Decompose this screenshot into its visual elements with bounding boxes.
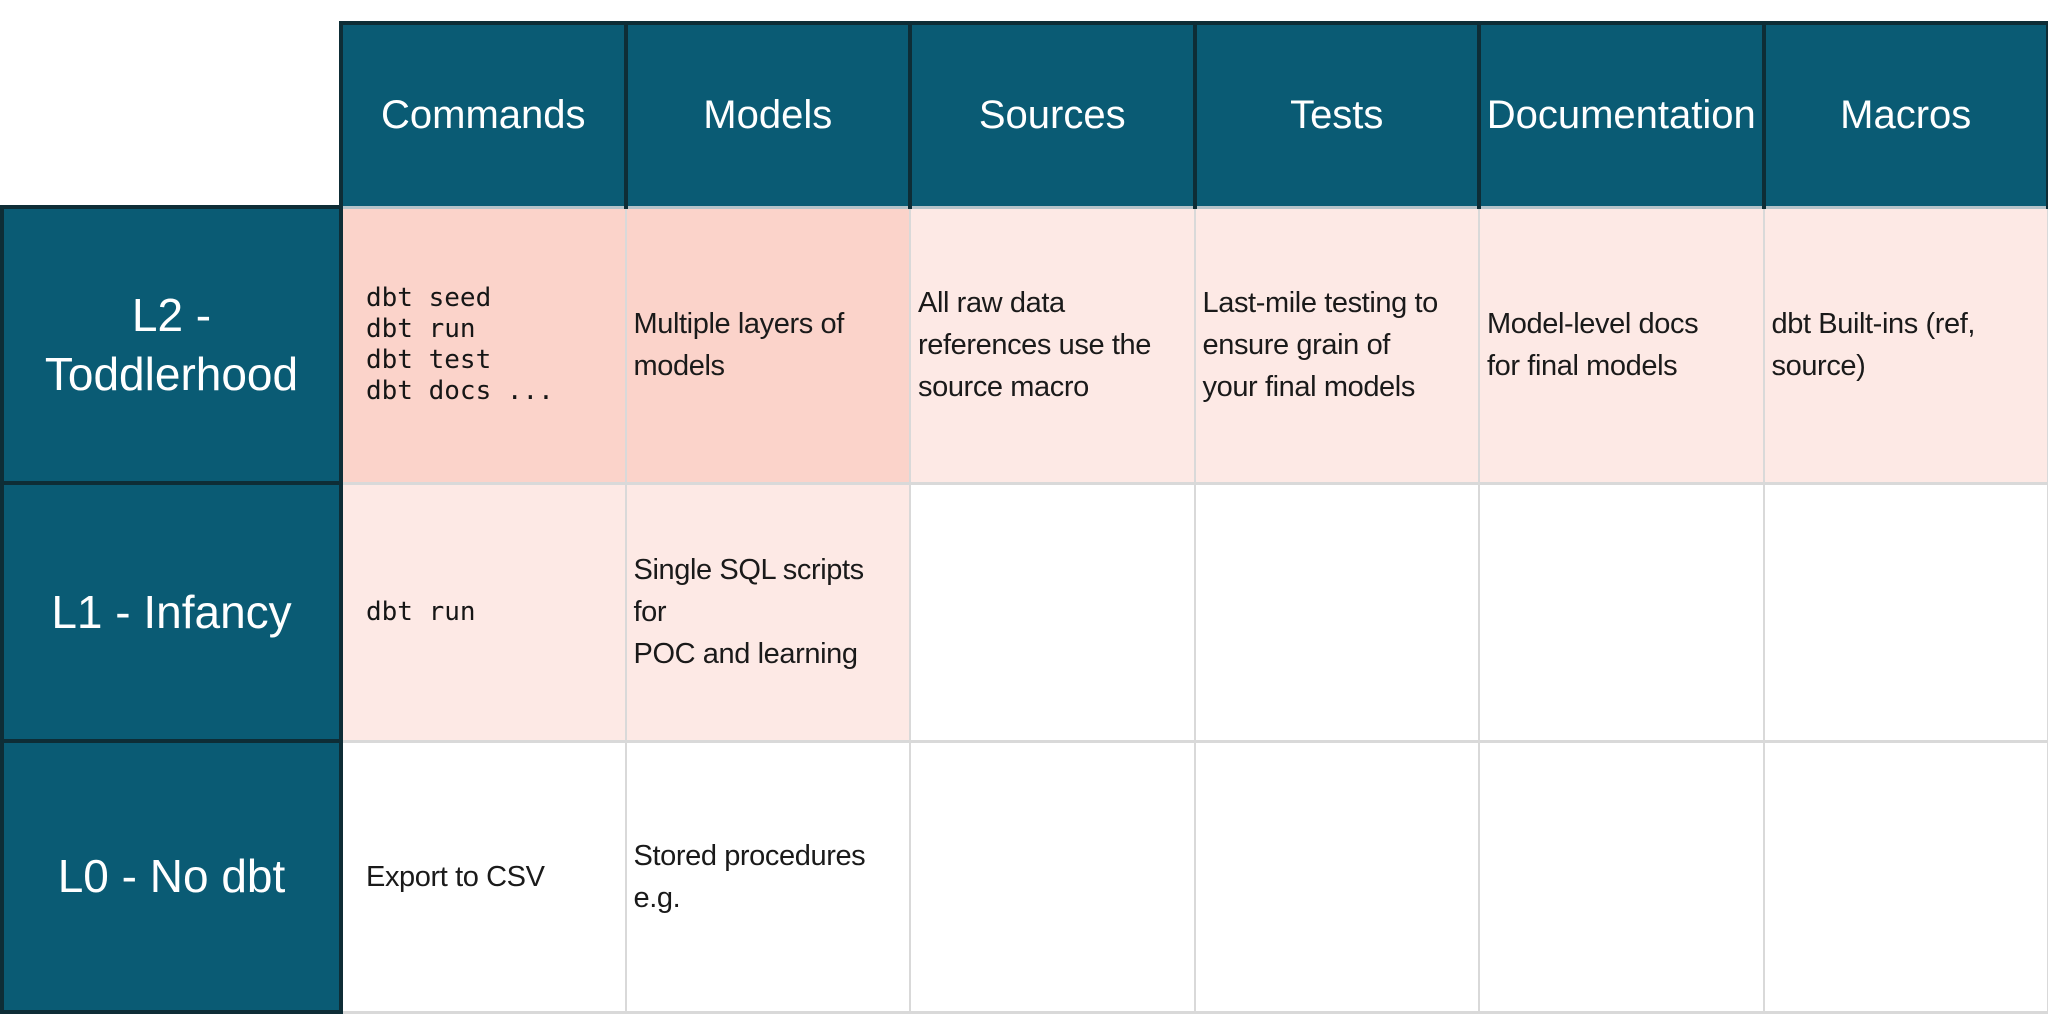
cell-l1-models: Single SQL scripts for POC and learning [624, 481, 911, 743]
code-block: dbt seed dbt run dbt test dbt docs ... [366, 283, 554, 406]
corner-cell [2, 23, 341, 207]
cell-l1-macros [1762, 481, 2048, 743]
table-body: L2 - Toddlerhood dbt seed dbt run dbt tes… [0, 205, 2048, 1014]
dbt-maturity-table: Commands Models Sources Tests Documentation M… [0, 21, 2048, 1014]
row-header-l2: L2 - Toddlerhood [0, 205, 343, 485]
cell-l1-sources [909, 481, 1196, 743]
row-header-l0: L0 - No dbt [0, 739, 343, 1014]
column-header-models: Models [623, 21, 912, 209]
column-header-tests: Tests [1192, 21, 1481, 209]
table-row-l0: L0 - No dbt Export to CSV Stored procedure… [0, 739, 2048, 1014]
cell-l2-sources: All raw data references use the source m… [909, 205, 1196, 485]
cell-l1-commands: dbt run [340, 481, 627, 743]
cell-l2-documentation: Model-level docs for final models [1478, 205, 1765, 485]
cell-l2-tests: Last-mile testing to ensure grain of you… [1193, 205, 1480, 485]
column-header-macros: Macros [1761, 21, 2048, 209]
cell-l0-macros [1762, 739, 2048, 1014]
cell-l2-models: Multiple layers of models [624, 205, 911, 485]
cell-l1-tests [1193, 481, 1480, 743]
column-header-documentation: Documentation [1477, 21, 1766, 209]
cell-l0-documentation [1478, 739, 1765, 1014]
cell-l0-commands: Export to CSV [340, 739, 627, 1014]
table-row-l2: L2 - Toddlerhood dbt seed dbt run dbt tes… [0, 205, 2048, 485]
header-row: Commands Models Sources Tests Documentation M… [2, 21, 2048, 209]
cell-l2-commands: dbt seed dbt run dbt test dbt docs ... [340, 205, 627, 485]
cell-l0-sources [909, 739, 1196, 1014]
cell-l2-macros: dbt Built-ins (ref, source) [1762, 205, 2048, 485]
cell-l0-models: Stored procedures e.g. [624, 739, 911, 1014]
column-header-commands: Commands [339, 21, 628, 209]
cell-l1-documentation [1478, 481, 1765, 743]
cell-l0-tests [1193, 739, 1480, 1014]
table-row-l1: L1 - Infancy dbt run Single SQL scripts fo… [0, 481, 2048, 743]
column-header-sources: Sources [908, 21, 1197, 209]
row-header-l1: L1 - Infancy [0, 481, 343, 743]
code-block: dbt run [366, 596, 476, 627]
